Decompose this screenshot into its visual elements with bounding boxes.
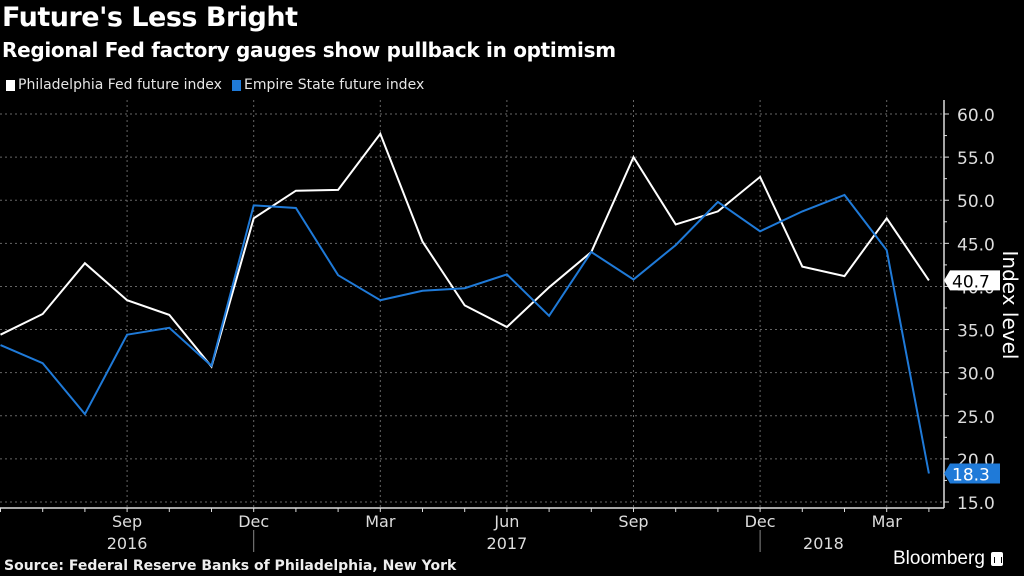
y-axis-label: Index level xyxy=(998,251,1022,360)
legend-item-empire: Empire State future index xyxy=(231,77,425,93)
y-tick-label: 25.0 xyxy=(957,408,995,428)
legend-item-philadelphia: Philadelphia Fed future index xyxy=(6,77,222,93)
x-tick-label: Mar xyxy=(872,512,903,531)
x-tick-label: Mar xyxy=(365,512,396,531)
x-tick-label: Dec xyxy=(238,512,269,531)
y-tick-label: 50.0 xyxy=(957,192,995,212)
last-value-flag xyxy=(944,463,1000,484)
last-value-label: 40.7 xyxy=(952,272,990,292)
legend-swatch-philadelphia xyxy=(6,79,15,91)
last-value-label: 18.3 xyxy=(952,466,990,486)
source-note: Source: Federal Reserve Banks of Philade… xyxy=(4,558,457,574)
y-tick-label: 45.0 xyxy=(957,235,995,255)
series-line-empire xyxy=(0,193,930,474)
chart-subtitle: Regional Fed factory gauges show pullbac… xyxy=(2,38,616,62)
grid xyxy=(0,100,944,508)
brand-name: Bloomberg xyxy=(893,548,985,569)
series-line-philadelphia xyxy=(0,131,930,369)
x-tick-label: Sep xyxy=(112,512,142,531)
x-tick-label: Dec xyxy=(745,512,776,531)
bloomberg-chart-icon xyxy=(990,552,1003,566)
legend-label-philadelphia: Philadelphia Fed future index xyxy=(18,77,222,93)
x-year-label: 2018 xyxy=(803,534,844,553)
legend-swatch-empire xyxy=(231,79,241,91)
legend-label-empire: Empire State future index xyxy=(243,77,425,93)
y-tick-label: 15.0 xyxy=(957,494,995,514)
x-tick-label: Jun xyxy=(493,512,519,531)
y-tick-label: 60.0 xyxy=(957,106,995,126)
axes: 15.020.025.030.035.040.045.050.055.060.0… xyxy=(0,100,995,553)
x-year-label: 2016 xyxy=(107,534,148,553)
chart-title: Future's Less Bright xyxy=(2,2,298,33)
legend: Philadelphia Fed future index Empire Sta… xyxy=(6,77,424,93)
y-tick-label: 35.0 xyxy=(957,322,995,342)
y-tick-label: 55.0 xyxy=(957,149,995,169)
bloomberg-logo: Bloomberg xyxy=(893,548,1003,570)
x-year-label: 2017 xyxy=(487,534,528,553)
y-tick-label: 30.0 xyxy=(957,365,995,385)
last-value-flag xyxy=(944,270,1000,291)
value-labels: 40.7 18.3 xyxy=(944,270,1000,486)
series-group xyxy=(0,131,930,474)
x-tick-label: Sep xyxy=(618,512,648,531)
